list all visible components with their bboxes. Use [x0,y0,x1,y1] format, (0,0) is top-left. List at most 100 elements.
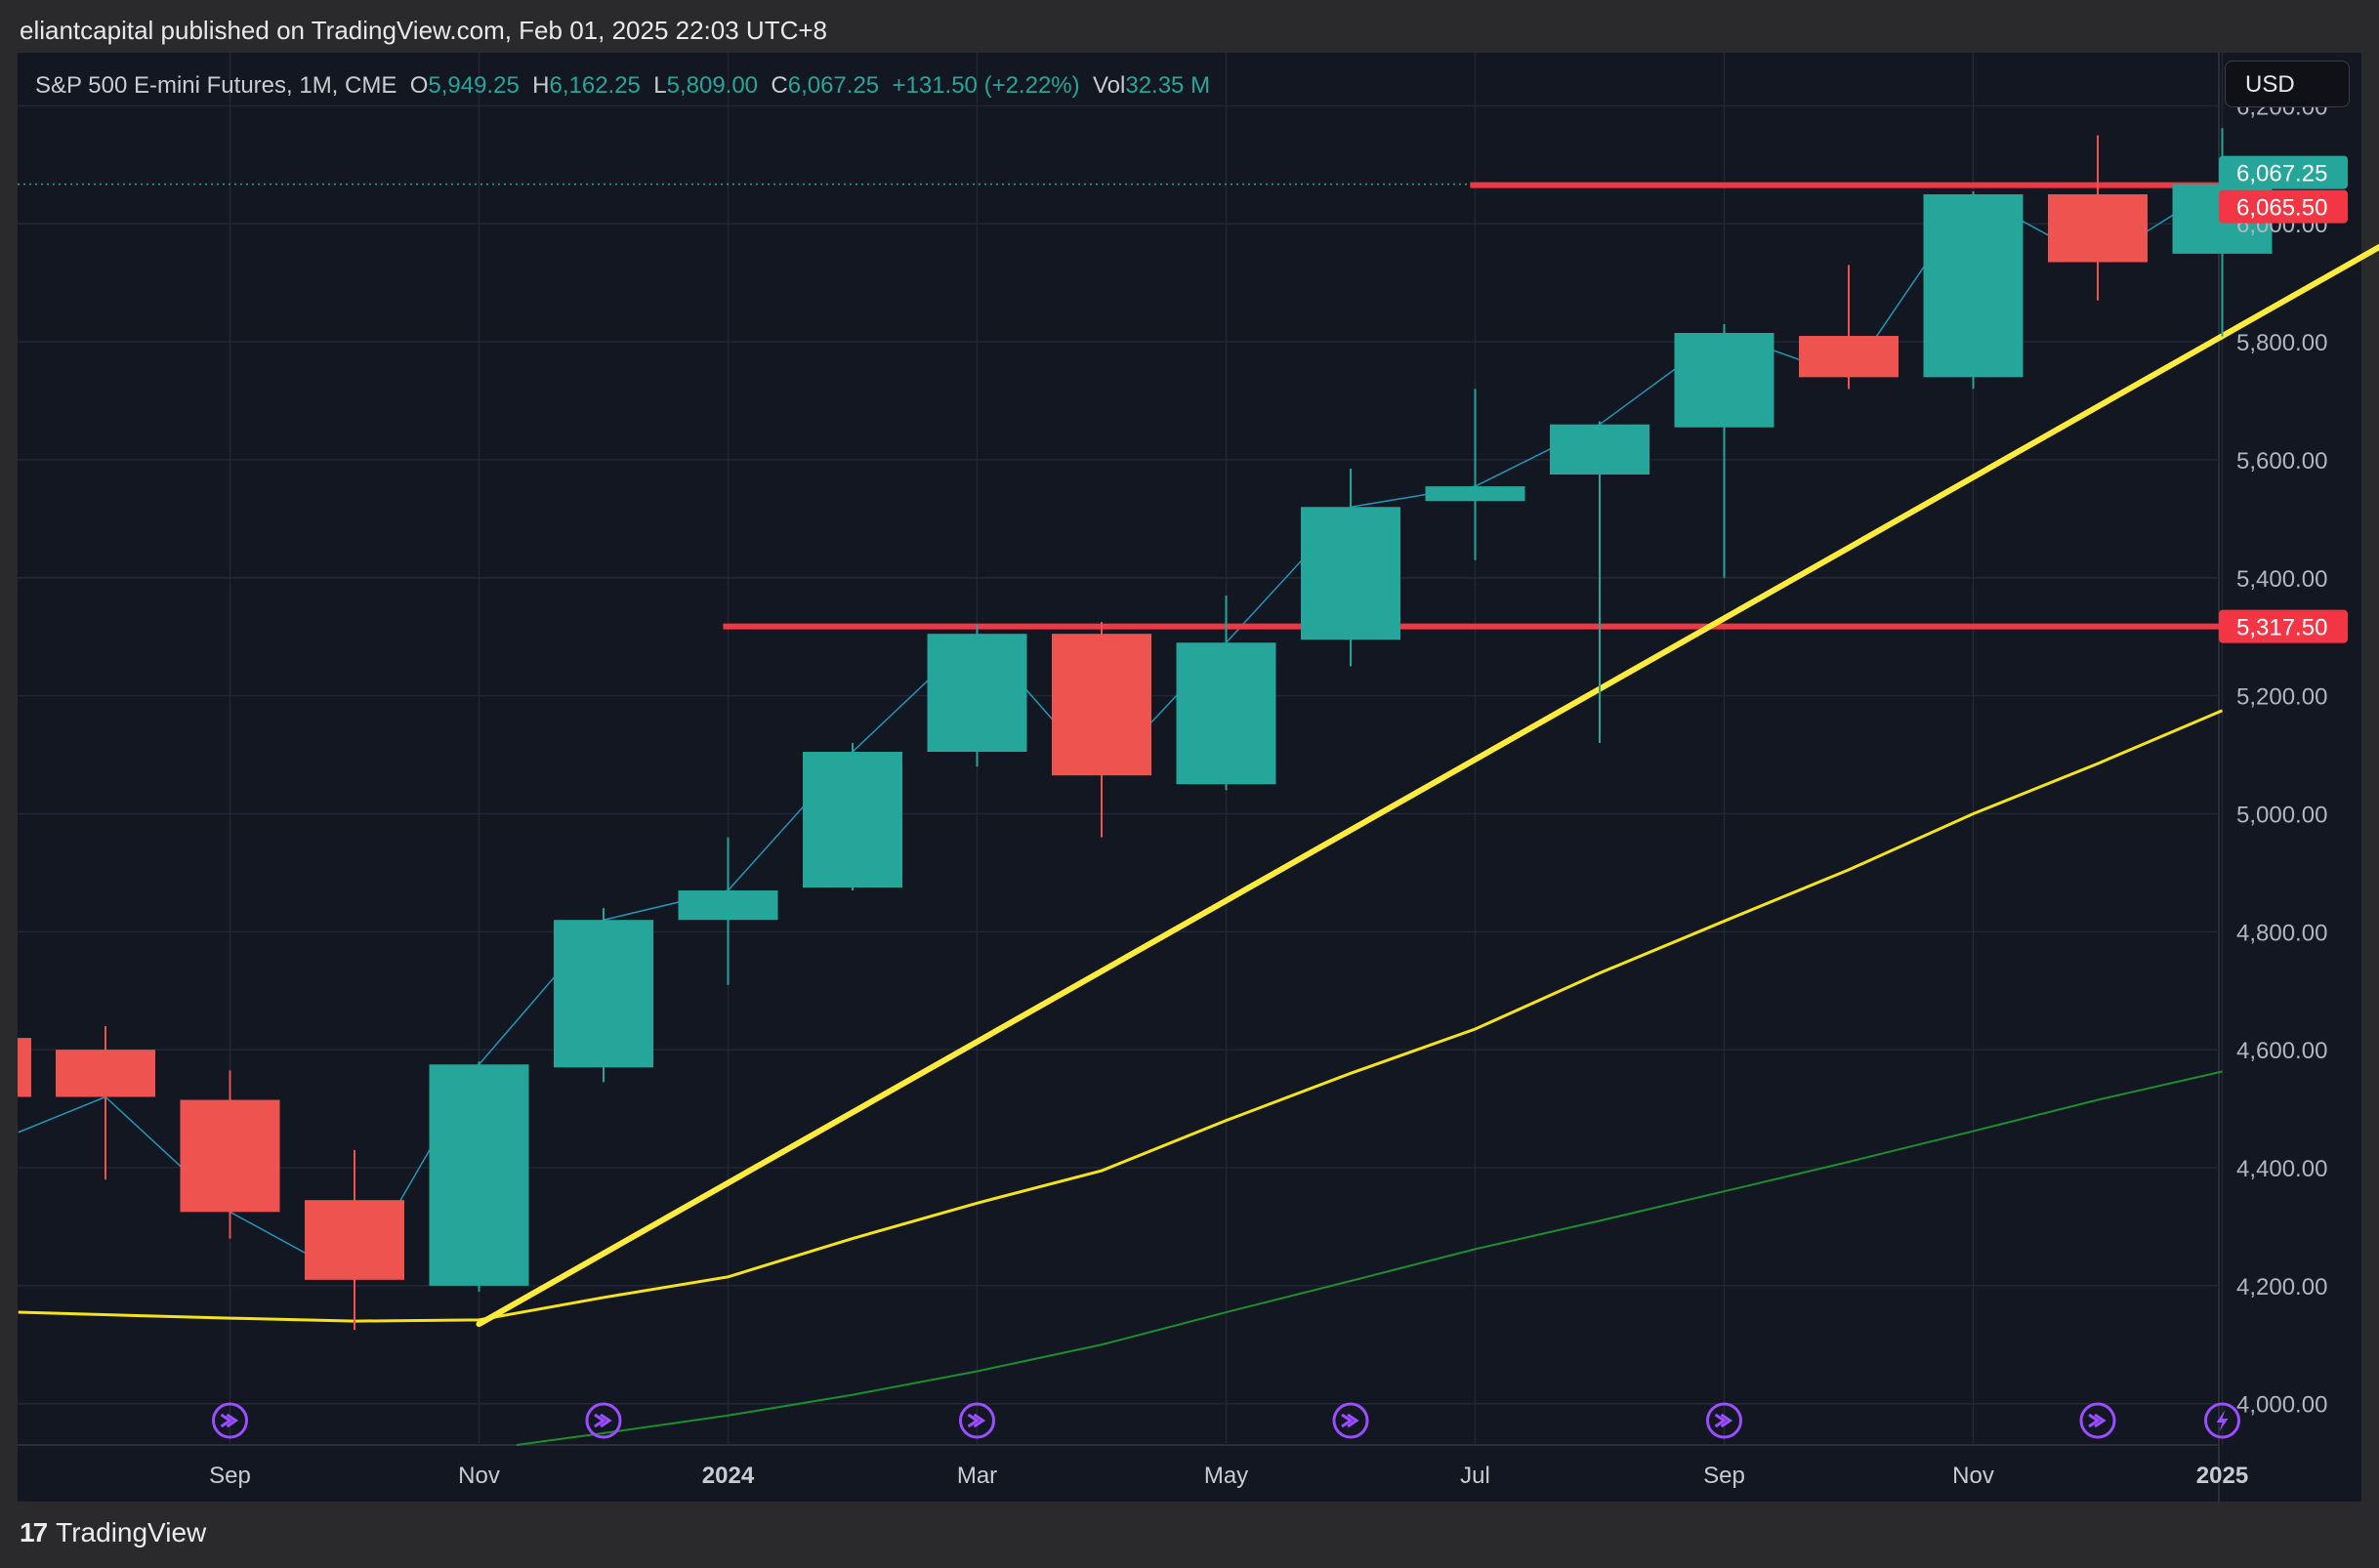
candle-body [180,1099,280,1213]
y-tick-label: 5,000.00 [2236,802,2327,828]
fast-moving-average-line [18,709,2224,1323]
candle [1923,190,2024,390]
candle [1301,468,1400,667]
candle [1176,595,1276,791]
price-axis-tag: 5,317.50 [2219,609,2348,643]
arrow-glyph [2088,1413,2107,1428]
candle [2048,135,2148,301]
symbol-name: S&P 500 E-mini Futures, 1M, CME [35,72,397,99]
publish-header: eliantcapital published on TradingView.c… [20,16,827,45]
lightning-event-icon[interactable] [2204,1402,2240,1439]
x-tick-label: Sep [209,1463,251,1489]
arrow-event-icon[interactable] [585,1402,622,1439]
candle [554,908,653,1083]
partial-candle-body [18,1038,31,1097]
candle-body [1052,634,1151,776]
candle [1799,265,1899,390]
candle [305,1149,404,1331]
symbol-legend: S&P 500 E-mini Futures, 1M, CME O5,949.2… [35,72,1210,100]
volume-value: 32.35 M [1125,72,1211,99]
x-tick-label: Mar [957,1463,997,1489]
arrow-event-icon[interactable] [1706,1402,1742,1439]
price-axis-tag: 6,065.50 [2219,189,2348,224]
price-tag-label: 6,067.25 [2236,161,2327,187]
candle-body [305,1200,404,1280]
y-tick-label: 4,800.00 [2236,920,2327,946]
candle-body [1799,336,1899,378]
arrow-glyph [1341,1413,1359,1428]
slow-moving-average-line [516,1070,2223,1446]
price-tag-label: 6,065.50 [2236,195,2327,222]
high-label: H [532,72,550,99]
candle-body [1550,424,1649,475]
candle [1052,622,1151,838]
arrow-event-icon[interactable] [212,1402,248,1439]
tradingview-logo-icon: 17 [20,1517,48,1547]
event-icon-ring [2079,1402,2116,1439]
arrow-event-icon[interactable] [2079,1402,2116,1439]
arrow-glyph [1714,1413,1733,1428]
close-label: C [771,72,788,99]
volume-label: Vol [1092,72,1126,99]
candle-body [1923,194,2024,378]
x-tick-label: 2024 [702,1463,755,1489]
arrow-glyph [220,1413,239,1428]
candle-body [1674,333,1774,428]
price-tag-background [2219,155,2348,189]
candle [429,1061,529,1292]
candle [1550,421,1649,743]
arrow-event-icon[interactable] [959,1402,995,1439]
x-tick-label: Jul [1460,1463,1490,1489]
candle [803,742,902,891]
candle-body [429,1064,529,1286]
candle [678,837,778,985]
open-label: O [409,72,429,99]
price-tag-background [2219,189,2348,224]
low-label: L [653,72,667,99]
event-icon-ring [212,1402,248,1439]
y-tick-label: 4,000.00 [2236,1392,2327,1419]
event-icon-ring [2204,1402,2240,1439]
event-icon-ring [585,1402,622,1439]
candle [927,625,1027,767]
tradingview-branding[interactable]: 17 TradingView [20,1517,206,1548]
arrow-glyph [967,1413,986,1428]
x-tick-label: Nov [458,1463,500,1489]
price-tag-label: 5,317.50 [2236,615,2327,641]
candle-body [1301,507,1400,640]
candle-body [927,634,1027,753]
candle-body [56,1050,155,1097]
candle-body [2048,194,2148,263]
arrow-glyph [594,1413,612,1428]
y-tick-label: 5,200.00 [2236,684,2327,711]
arrow-event-icon[interactable] [1332,1402,1369,1439]
candle [1674,323,1774,578]
y-tick-label: 5,600.00 [2236,448,2327,475]
candle-body [678,890,778,921]
candle [1425,389,1525,560]
x-tick-label: Sep [1703,1463,1745,1489]
candle [56,1025,155,1180]
high-value: 6,162.25 [549,72,641,99]
candle-body [1176,642,1276,785]
price-axis-tag: 6,067.25 [2219,155,2348,189]
event-icon-ring [959,1402,995,1439]
candle-body [554,920,653,1068]
event-icon-ring [1706,1402,1742,1439]
open-value: 5,949.25 [428,72,520,99]
time-axis [18,1445,2219,1502]
y-tick-label: 5,800.00 [2236,330,2327,356]
candle [180,1070,280,1239]
y-tick-label: 4,400.00 [2236,1156,2327,1182]
candle-body [803,752,902,887]
price-tag-background [2219,609,2348,643]
trendline [476,243,2379,1328]
low-value: 5,809.00 [666,72,759,99]
currency-button[interactable]: USD [2225,61,2350,107]
x-tick-label: May [1204,1463,1248,1489]
brand-name: TradingView [56,1517,207,1547]
event-icon-ring [1332,1402,1369,1439]
x-tick-label: 2025 [2196,1463,2248,1489]
